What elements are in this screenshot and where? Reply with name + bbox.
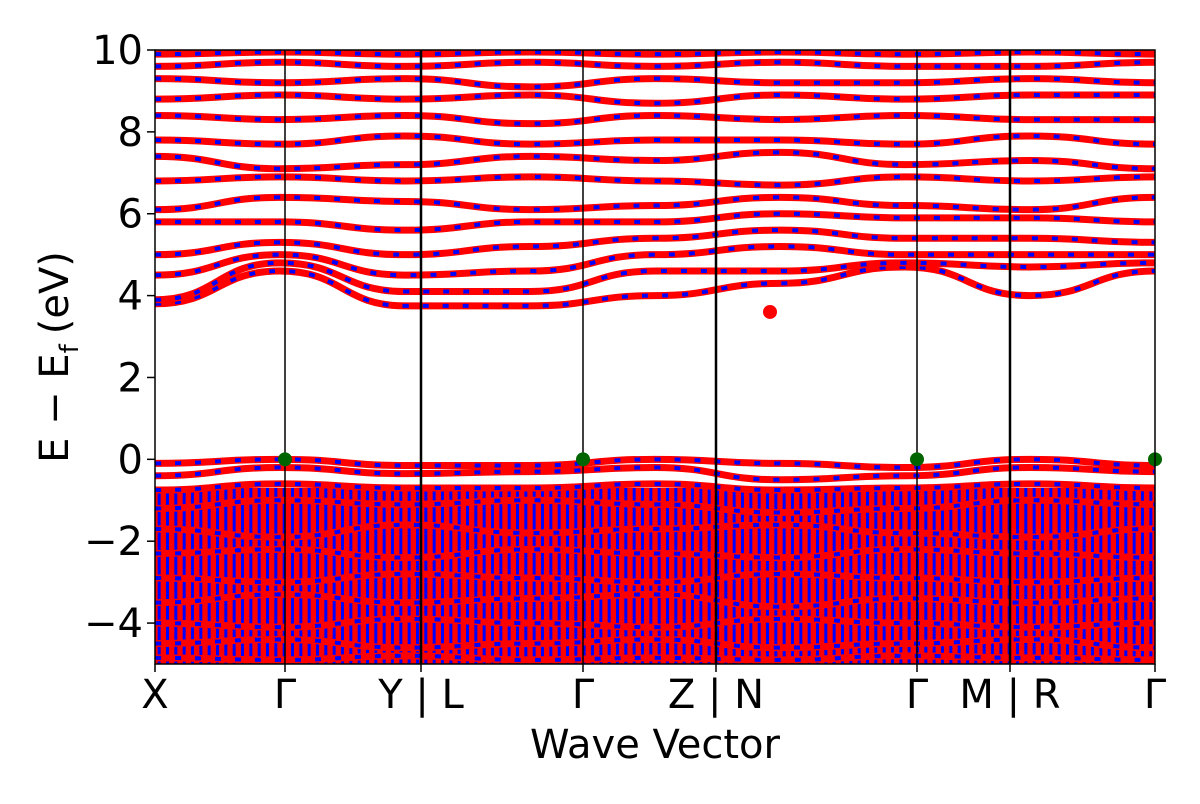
y-axis-label-subscript: f [55, 343, 85, 353]
band-line-spin-down [155, 93, 1155, 106]
band-line-spin-down [155, 260, 1155, 302]
band-line-spin-down [155, 50, 1155, 57]
x-tick-label: Y | L [377, 672, 464, 718]
valence-band-fill [155, 487, 1155, 664]
band-line-spin-down [155, 616, 1155, 630]
band-line-spin-down [155, 592, 1155, 609]
x-tick-label: Γ [1144, 672, 1167, 718]
band-line-spin-down [155, 113, 1155, 126]
band-line-spin-down [155, 653, 1155, 662]
band-line-spin-down [155, 150, 1155, 171]
y-tick-label: 2 [118, 355, 143, 401]
y-tick-label: 10 [92, 28, 143, 74]
y-axis-label-unit: (eV) [32, 251, 78, 334]
band-line-spin-down [155, 465, 1155, 482]
band-line-spin-down [155, 60, 1155, 69]
band-line-spin-down [155, 244, 1155, 278]
extrema-markers [278, 304, 1162, 467]
x-tick-label: X [141, 672, 168, 718]
y-tick-label: −4 [84, 601, 143, 647]
band-line-spin-down [155, 76, 1155, 89]
y-tick-label: 4 [118, 274, 143, 320]
cbm-marker [763, 304, 777, 319]
band-line-spin-up [155, 263, 1155, 310]
band-line-spin-down [155, 522, 1155, 540]
x-tick-label: Z | N [668, 672, 764, 718]
x-axis-label: Wave Vector [530, 722, 781, 768]
y-axis-label: E − Ef (eV) [32, 251, 85, 463]
x-tick-label: Γ [572, 672, 595, 718]
band-lines [155, 50, 1155, 664]
vbm-marker [576, 452, 590, 467]
band-line-spin-down [155, 498, 1155, 515]
band-line-spin-down [155, 211, 1155, 233]
band-line-spin-down [155, 547, 1155, 560]
plot-frame [154, 49, 1156, 665]
y-tick-label: −2 [84, 519, 143, 565]
x-axis-ticks: X Γ Y | L Γ Z | N Γ M | R Γ [141, 664, 1167, 718]
x-tick-label: Γ [906, 672, 929, 718]
band-line-spin-down [155, 228, 1155, 257]
y-axis-ticks: −4 −2 0 2 4 6 8 10 [84, 28, 155, 647]
vbm-marker [910, 452, 924, 467]
x-tick-label: Γ [274, 672, 297, 718]
high-symmetry-lines [284, 50, 1012, 664]
band-line-spin-down [155, 481, 1155, 493]
band-line-spin-down [155, 195, 1155, 212]
y-tick-label: 6 [118, 192, 143, 238]
x-tick-label: M | R [959, 672, 1060, 718]
band-line-spin-down [155, 133, 1155, 147]
band-line-spin-down [155, 457, 1155, 470]
y-tick-label: 0 [118, 437, 143, 483]
band-line-spin-down [155, 174, 1155, 188]
band-line-spin-down [155, 571, 1155, 585]
y-axis-label-main: E − E [32, 353, 78, 463]
band-line-spin-down [155, 637, 1155, 650]
vbm-marker [278, 452, 292, 467]
y-tick-label: 8 [118, 110, 143, 156]
valence-band-region [155, 487, 1155, 664]
